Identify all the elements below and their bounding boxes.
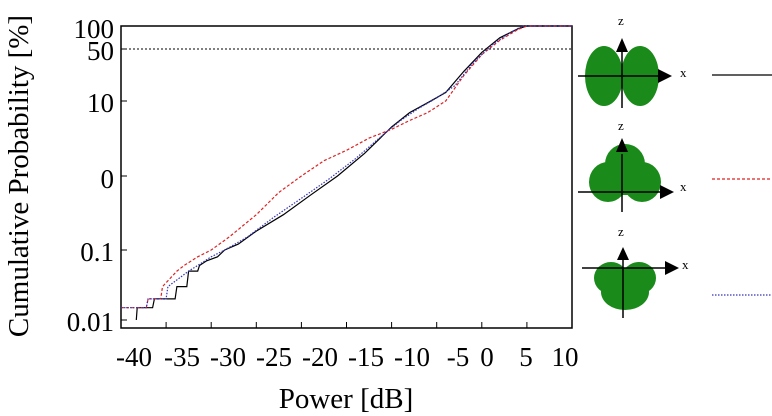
z-arrow-icon xyxy=(616,38,628,52)
x-tick-label: -15 xyxy=(348,342,384,372)
plot-frame xyxy=(120,25,573,329)
x-axis-label: x xyxy=(682,257,689,272)
x-axis-label: x xyxy=(680,179,687,194)
x-tick-label: 10 xyxy=(552,342,579,372)
x-tick-label: -25 xyxy=(256,342,292,372)
legend-item-2: z x xyxy=(578,118,772,212)
x-tick-label: 5 xyxy=(519,342,533,372)
legend: z x z x xyxy=(578,13,772,318)
x-tick-label: -10 xyxy=(394,342,430,372)
z-axis-label: z xyxy=(618,118,624,133)
heart-pattern-icon xyxy=(594,262,656,310)
z-axis-label: z xyxy=(618,224,624,239)
y-tick-label: 10 xyxy=(87,88,114,118)
three-lobe-pattern-icon xyxy=(589,144,661,202)
z-arrow-icon xyxy=(616,138,628,152)
x-axis-title: Power [dB] xyxy=(279,383,414,415)
y-tick-label: 0.01 xyxy=(67,307,114,337)
legend-item-3: z x xyxy=(582,224,772,318)
legend-item-1: z x xyxy=(578,13,772,108)
z-axis-label: z xyxy=(618,13,624,28)
x-arrow-icon xyxy=(660,185,674,199)
x-arrow-icon xyxy=(665,261,679,275)
x-tick-label: -40 xyxy=(116,342,152,372)
y-tick-label: 0 xyxy=(101,164,115,194)
x-tick-labels: -40 -35 -30 -25 -20 -15 -10 -5 0 5 10 xyxy=(116,342,579,372)
x-tick-label: 0 xyxy=(480,342,494,372)
y-tick-label: 100 xyxy=(74,14,115,44)
y-tick-label: 50 xyxy=(87,36,114,66)
series-line-3 xyxy=(121,25,572,309)
x-tick-label: -35 xyxy=(164,342,200,372)
y-axis-title: Cumulative Probability [%] xyxy=(3,15,35,337)
series-lines xyxy=(121,25,572,321)
x-arrow-icon xyxy=(658,69,672,83)
z-arrow-icon xyxy=(617,247,629,260)
axis-ticks xyxy=(120,25,573,328)
x-tick-label: -30 xyxy=(210,342,246,372)
x-tick-label: -5 xyxy=(447,342,470,372)
y-tick-label: 0.1 xyxy=(80,237,114,267)
x-axis-label: x xyxy=(680,65,687,80)
series-line-2 xyxy=(121,25,572,309)
series-line-1 xyxy=(135,25,572,321)
x-tick-label: -20 xyxy=(302,342,338,372)
